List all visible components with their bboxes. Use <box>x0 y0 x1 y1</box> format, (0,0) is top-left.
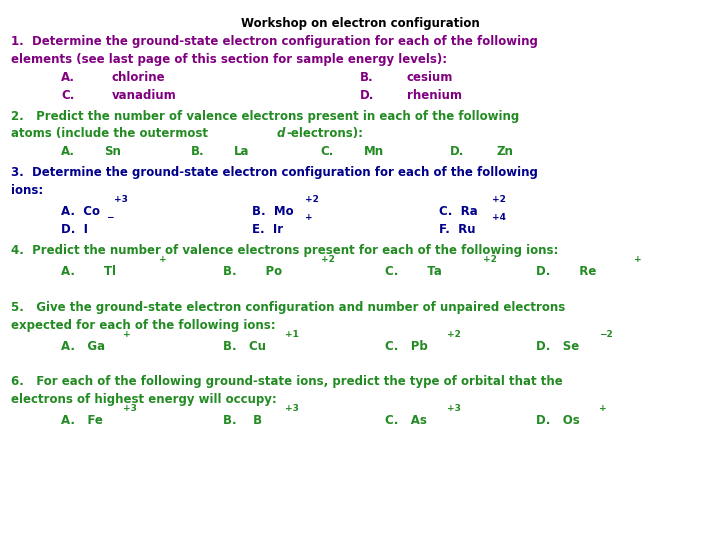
Text: C.   As: C. As <box>385 414 427 427</box>
Text: cesium: cesium <box>407 71 453 84</box>
Text: +2: +2 <box>305 195 319 205</box>
Text: +4: +4 <box>492 213 506 222</box>
Text: A.  Co: A. Co <box>61 205 100 218</box>
Text: +3: +3 <box>447 404 462 414</box>
Text: B.       Po: B. Po <box>223 265 282 278</box>
Text: B.   Cu: B. Cu <box>223 340 266 353</box>
Text: elements (see last page of this section for sample energy levels):: elements (see last page of this section … <box>11 53 447 66</box>
Text: ions:: ions: <box>11 184 43 197</box>
Text: +2: +2 <box>492 195 506 205</box>
Text: d: d <box>276 127 285 140</box>
Text: D.       Re: D. Re <box>536 265 597 278</box>
Text: chlorine: chlorine <box>112 71 165 84</box>
Text: atoms (include the outermost: atoms (include the outermost <box>11 127 212 140</box>
Text: C.: C. <box>320 145 334 158</box>
Text: D.: D. <box>360 89 374 102</box>
Text: Sn: Sn <box>104 145 121 158</box>
Text: +3: +3 <box>123 404 138 414</box>
Text: +: + <box>305 213 313 222</box>
Text: +: + <box>634 255 642 264</box>
Text: +: + <box>159 255 166 264</box>
Text: 1.  Determine the ground-state electron configuration for each of the following: 1. Determine the ground-state electron c… <box>11 35 538 48</box>
Text: −: − <box>106 213 113 222</box>
Text: D.   Se: D. Se <box>536 340 580 353</box>
Text: A.: A. <box>61 145 75 158</box>
Text: 5.   Give the ground-state electron configuration and number of unpaired electro: 5. Give the ground-state electron config… <box>11 301 565 314</box>
Text: +2: +2 <box>483 255 497 264</box>
Text: expected for each of the following ions:: expected for each of the following ions: <box>11 319 276 332</box>
Text: +: + <box>123 330 131 339</box>
Text: +1: +1 <box>285 330 300 339</box>
Text: D.: D. <box>450 145 464 158</box>
Text: D.   Os: D. Os <box>536 414 580 427</box>
Text: E.  Ir: E. Ir <box>252 223 283 236</box>
Text: D.  I: D. I <box>61 223 89 236</box>
Text: B.: B. <box>360 71 374 84</box>
Text: A.: A. <box>61 71 75 84</box>
Text: +2: +2 <box>321 255 335 264</box>
Text: B.  Mo: B. Mo <box>252 205 294 218</box>
Text: Workshop on electron configuration: Workshop on electron configuration <box>240 17 480 30</box>
Text: −2: −2 <box>598 330 612 339</box>
Text: B.: B. <box>191 145 204 158</box>
Text: C.       Ta: C. Ta <box>385 265 442 278</box>
Text: 3.  Determine the ground-state electron configuration for each of the following: 3. Determine the ground-state electron c… <box>11 166 538 179</box>
Text: La: La <box>234 145 250 158</box>
Text: electrons of highest energy will occupy:: electrons of highest energy will occupy: <box>11 393 276 406</box>
Text: Zn: Zn <box>497 145 513 158</box>
Text: vanadium: vanadium <box>112 89 176 102</box>
Text: 6.   For each of the following ground-state ions, predict the type of orbital th: 6. For each of the following ground-stat… <box>11 375 562 388</box>
Text: +3: +3 <box>114 195 128 205</box>
Text: Mn: Mn <box>364 145 384 158</box>
Text: +2: +2 <box>447 330 462 339</box>
Text: C.   Pb: C. Pb <box>385 340 428 353</box>
Text: 2.   Predict the number of valence electrons present in each of the following: 2. Predict the number of valence electro… <box>11 110 519 123</box>
Text: B.    B: B. B <box>223 414 262 427</box>
Text: -electrons):: -electrons): <box>287 127 364 140</box>
Text: +3: +3 <box>285 404 300 414</box>
Text: 4.  Predict the number of valence electrons present for each of the following io: 4. Predict the number of valence electro… <box>11 244 558 257</box>
Text: F.  Ru: F. Ru <box>439 223 476 236</box>
Text: A.   Fe: A. Fe <box>61 414 103 427</box>
Text: A.   Ga: A. Ga <box>61 340 105 353</box>
Text: C.  Ra: C. Ra <box>439 205 478 218</box>
Text: A.       Tl: A. Tl <box>61 265 116 278</box>
Text: +: + <box>598 404 606 414</box>
Text: C.: C. <box>61 89 75 102</box>
Text: rhenium: rhenium <box>407 89 462 102</box>
